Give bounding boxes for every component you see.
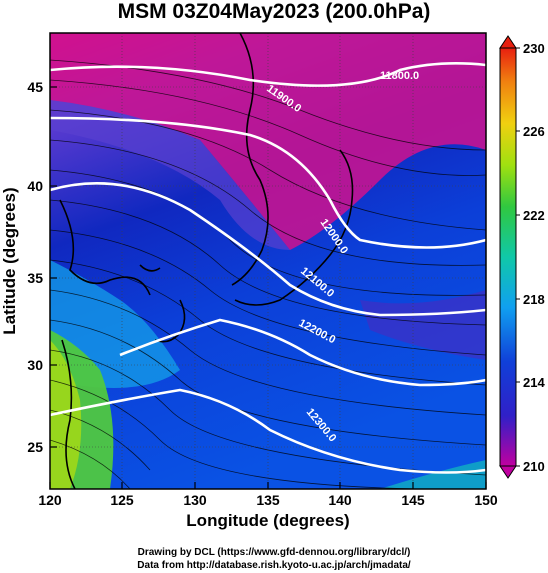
credit-data: Data from http://database.rish.kyoto-u.a… [137, 560, 411, 571]
colorbar-top-arrow [499, 35, 517, 49]
colorbar-label: 210 [523, 459, 545, 474]
colorbar-label: 226 [523, 124, 545, 139]
map-title: MSM 03Z04May2023 (200.0hPa) [117, 0, 431, 23]
x-tick-label: 150 [474, 492, 498, 508]
x-tick-label: 120 [38, 492, 62, 508]
height-contours [50, 62, 486, 474]
y-tick-label: 45 [27, 79, 43, 95]
y-tick-labels: 45 40 35 30 25 [27, 79, 43, 455]
colorbar-gradient [499, 47, 517, 467]
colorbar-label: 222 [523, 208, 545, 223]
y-tick-label: 25 [27, 439, 43, 455]
y-tick-label: 30 [27, 357, 43, 373]
colorbar-label: 230 [523, 41, 545, 56]
colorbar: 230 226 222 218 214 210 [499, 35, 545, 479]
colorbar-labels: 230 226 222 218 214 210 [523, 41, 545, 474]
colorbar-label: 214 [523, 375, 545, 390]
x-ticks [49, 482, 487, 489]
wind-streamlines [50, 59, 486, 489]
y-axis-label: Latitude (degrees) [0, 187, 19, 335]
y-tick-label: 40 [27, 178, 43, 194]
x-tick-label: 145 [401, 492, 425, 508]
contour-label-11800: 11800.0 [380, 70, 419, 82]
x-tick-label: 135 [256, 492, 280, 508]
x-tick-label: 125 [110, 492, 134, 508]
y-ticks [50, 86, 57, 448]
colorbar-label: 218 [523, 292, 545, 307]
y-tick-label: 35 [27, 270, 43, 286]
x-axis-label: Longitude (degrees) [186, 511, 350, 530]
map-plot-area: 11800.0 11900.0 12000.0 12100.0 12200.0 … [50, 33, 486, 489]
colorbar-bottom-arrow [499, 465, 517, 479]
x-tick-label: 140 [328, 492, 352, 508]
credit-drawing: Drawing by DCL (https://www.gfd-dennou.o… [137, 547, 411, 558]
x-tick-labels: 120 125 130 135 140 145 150 [38, 492, 498, 508]
x-tick-label: 130 [183, 492, 207, 508]
